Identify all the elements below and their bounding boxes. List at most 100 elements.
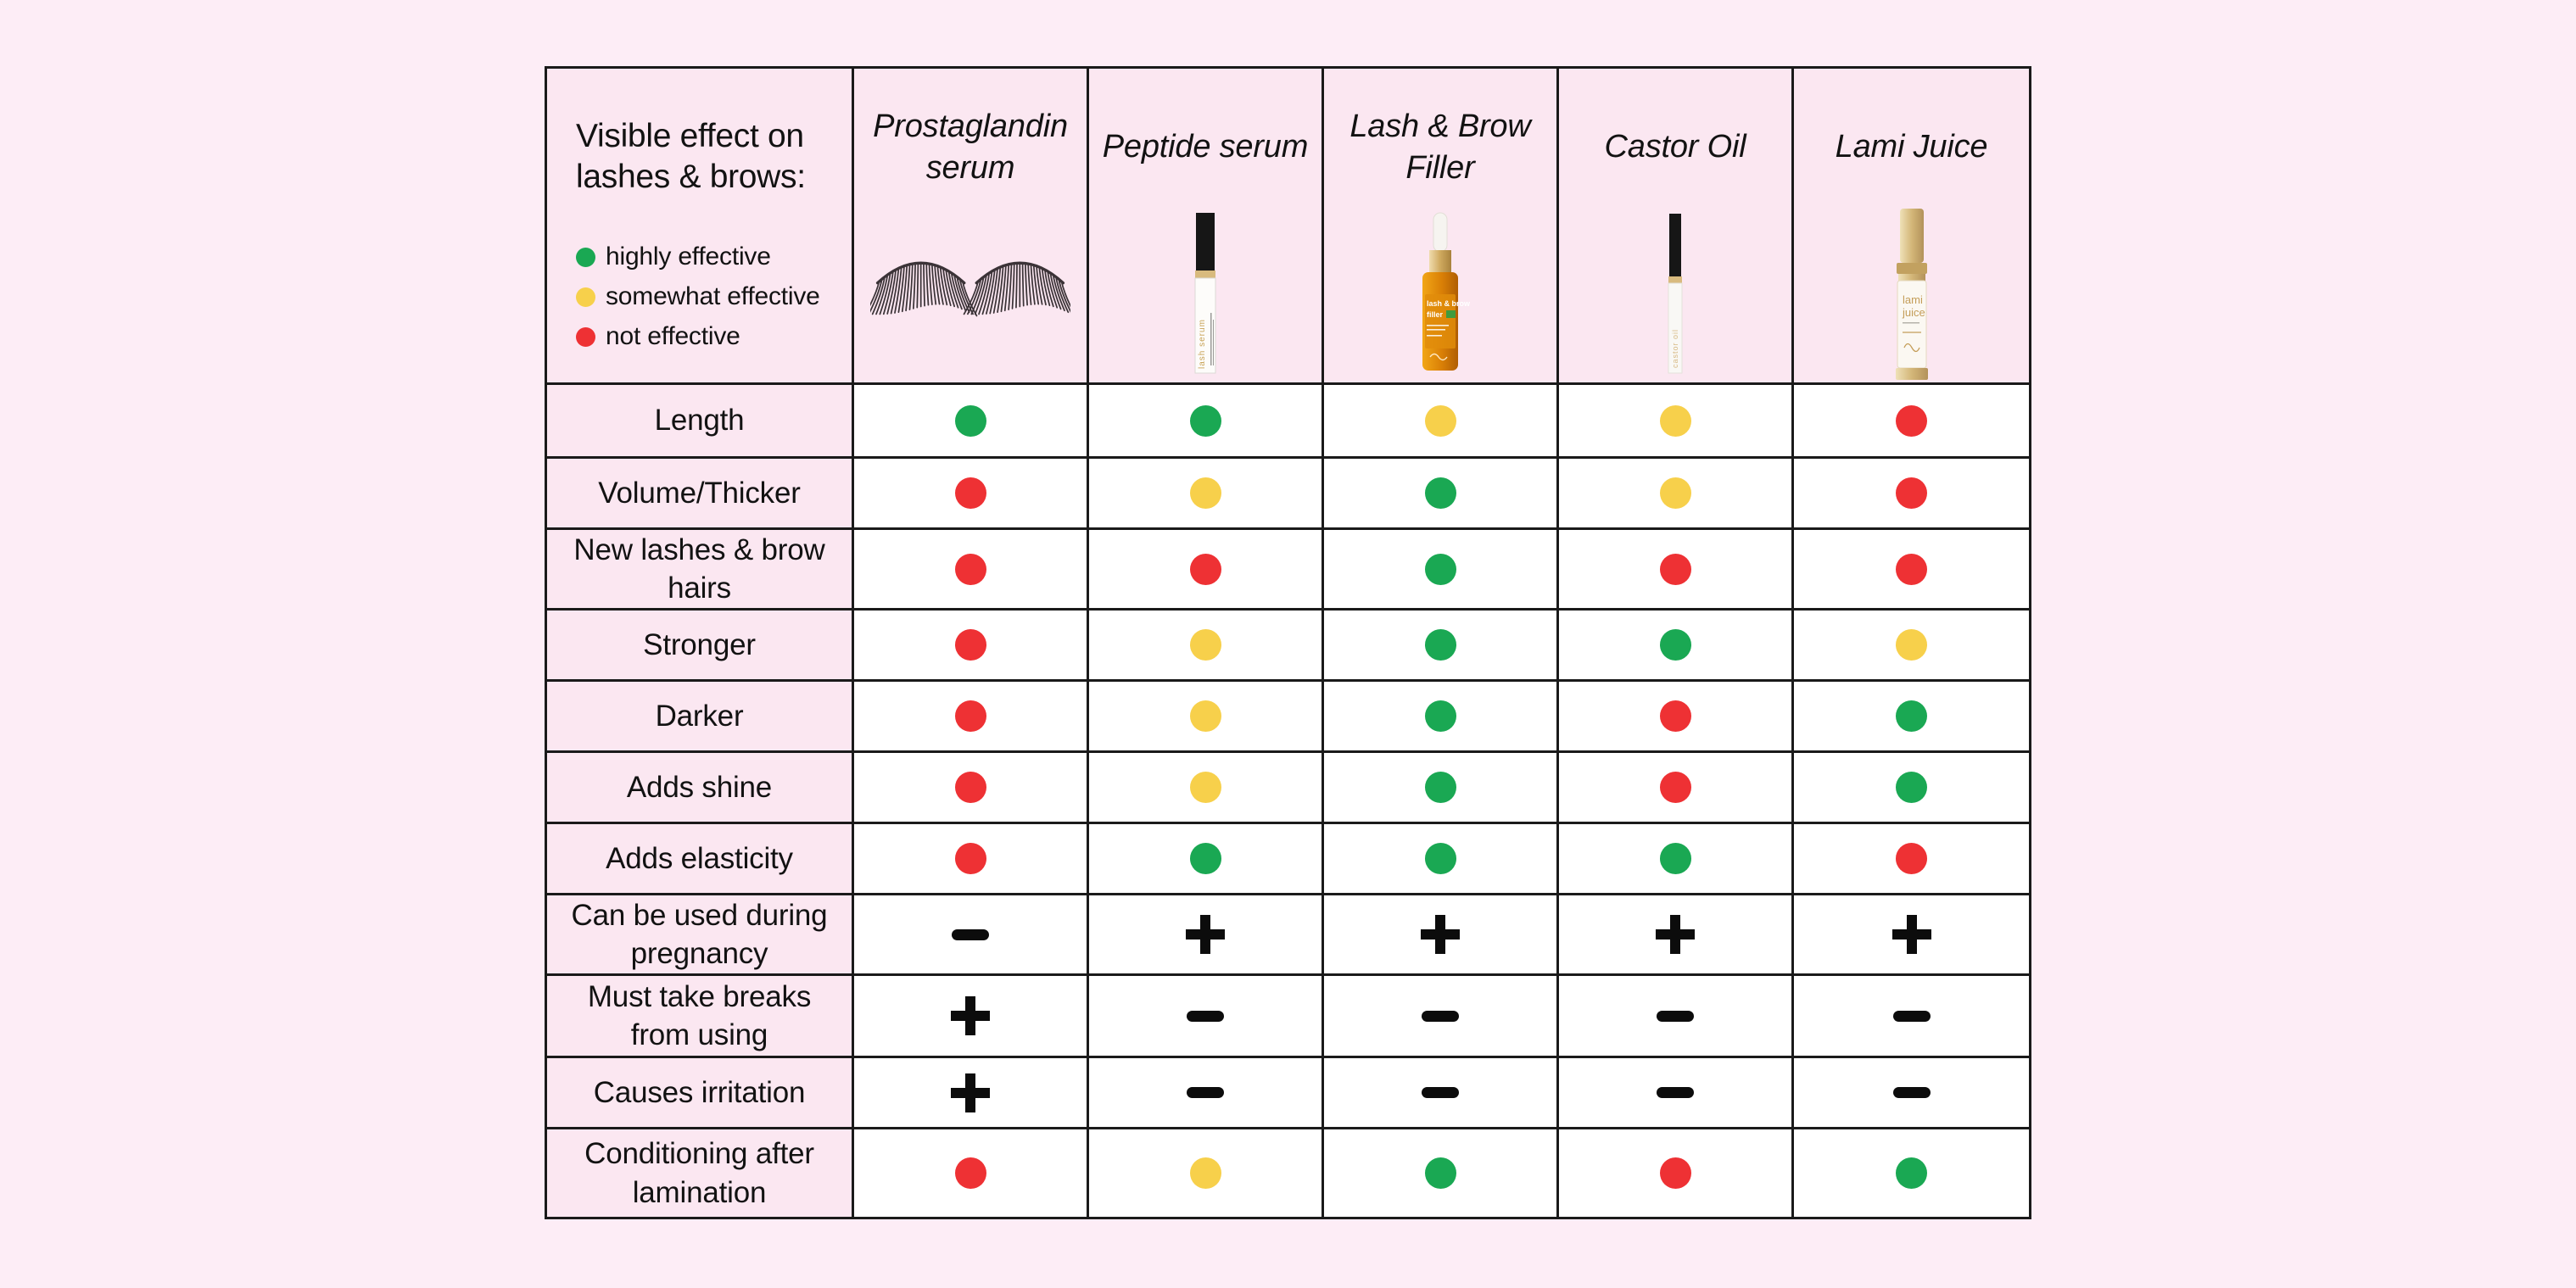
red-dot-icon xyxy=(954,1157,986,1189)
gold-pump-image: lami juice xyxy=(1794,206,2029,382)
value-cell xyxy=(1559,611,1794,682)
yellow-dot-icon xyxy=(1189,629,1221,661)
red-dot-icon xyxy=(576,326,595,347)
value-cell xyxy=(854,895,1089,976)
value-cell xyxy=(1794,1129,2029,1217)
yellow-dot-icon xyxy=(1896,629,1927,661)
value-cell xyxy=(854,1129,1089,1217)
red-dot-icon xyxy=(954,843,986,874)
value-cell xyxy=(854,682,1089,753)
row-label-text: Must take breaks from using xyxy=(587,979,812,1052)
value-cell xyxy=(1089,824,1324,895)
red-dot-icon xyxy=(1896,843,1927,874)
row-label: Length xyxy=(547,385,854,459)
product-header-1: Prostaglandin serum xyxy=(854,69,1089,385)
value-cell xyxy=(1559,976,1794,1058)
value-cell xyxy=(1089,682,1324,753)
product-name: Lami Juice xyxy=(1835,129,1988,165)
legend-label: not effective xyxy=(606,322,740,351)
value-cell xyxy=(1794,824,2029,895)
value-cell xyxy=(1559,385,1794,459)
table-title: Visible effect on lashes & brows: xyxy=(576,118,806,195)
product-header-5: Lami Juice lami juice xyxy=(1794,69,2029,385)
row-label: Darker xyxy=(547,682,854,753)
value-cell xyxy=(1794,1058,2029,1129)
row-label: Can be used during pregnancy xyxy=(547,895,854,976)
minus-symbol xyxy=(1422,1010,1459,1022)
yellow-dot-icon xyxy=(1659,477,1691,509)
minus-symbol xyxy=(1892,1087,1931,1098)
row-label-text: Adds elasticity xyxy=(606,841,793,875)
value-cell xyxy=(1324,895,1559,976)
green-dot-icon xyxy=(1659,843,1691,874)
value-cell xyxy=(1794,385,2029,459)
value-cell xyxy=(1324,1058,1559,1129)
svg-text:lash serum: lash serum xyxy=(1198,319,1207,369)
value-cell xyxy=(1324,1129,1559,1217)
amber-dropper-image: lash & brow filler xyxy=(1324,206,1556,382)
row-label: Stronger xyxy=(547,611,854,682)
green-dot-icon xyxy=(1424,1157,1456,1189)
svg-text:castor oil: castor oil xyxy=(1671,329,1679,368)
red-dot-icon xyxy=(1896,404,1927,437)
value-cell xyxy=(854,824,1089,895)
value-cell xyxy=(1559,1129,1794,1217)
value-cell xyxy=(1559,1058,1794,1129)
value-cell xyxy=(1089,1058,1324,1129)
value-cell xyxy=(1324,682,1559,753)
green-dot-icon xyxy=(954,404,986,437)
value-cell xyxy=(1794,976,2029,1058)
plus-symbol xyxy=(1891,915,1931,954)
green-dot-icon xyxy=(1896,1157,1927,1189)
green-dot-icon xyxy=(576,247,595,267)
value-cell xyxy=(1794,753,2029,824)
red-dot-icon xyxy=(1896,477,1927,509)
red-dot-icon xyxy=(954,772,986,803)
red-dot-icon xyxy=(954,553,986,585)
value-cell xyxy=(854,611,1089,682)
plus-symbol xyxy=(951,1073,990,1112)
green-dot-icon xyxy=(1189,404,1221,437)
svg-text:juice: juice xyxy=(1902,306,1925,319)
green-dot-icon xyxy=(1189,843,1221,874)
minus-symbol xyxy=(1657,1010,1694,1022)
product-header-2: Peptide serum lash serum xyxy=(1089,69,1324,385)
yellow-dot-icon xyxy=(1659,404,1691,437)
green-dot-icon xyxy=(1424,629,1456,661)
green-dot-icon xyxy=(1896,772,1927,803)
product-header-4: Castor Oil castor oil xyxy=(1559,69,1794,385)
row-label: Adds shine xyxy=(547,753,854,824)
svg-text:lash & brow: lash & brow xyxy=(1427,299,1471,308)
product-name: Peptide serum xyxy=(1102,129,1309,165)
product-header-3: Lash & Brow Filler lash & brow filler xyxy=(1324,69,1559,385)
row-label: Volume/Thicker xyxy=(547,459,854,530)
row-label: Conditioning after lamination xyxy=(547,1129,854,1217)
green-dot-icon xyxy=(1424,843,1456,874)
white-tube-image: lash serum xyxy=(1089,206,1322,382)
value-cell xyxy=(1089,1129,1324,1217)
yellow-dot-icon xyxy=(1189,700,1221,732)
row-label-text: Adds shine xyxy=(626,770,773,804)
legend-label: highly effective xyxy=(606,243,771,271)
svg-text:filler: filler xyxy=(1427,310,1444,319)
value-cell xyxy=(1324,611,1559,682)
red-dot-icon xyxy=(1659,553,1691,585)
value-cell xyxy=(1794,682,2029,753)
yellow-dot-icon xyxy=(1189,1157,1221,1189)
value-cell xyxy=(1324,824,1559,895)
value-cell xyxy=(1089,611,1324,682)
value-cell xyxy=(1559,459,1794,530)
value-cell xyxy=(1089,385,1324,459)
value-cell xyxy=(1559,753,1794,824)
plus-symbol xyxy=(1421,915,1460,954)
row-label: New lashes & brow hairs xyxy=(547,530,854,611)
plus-symbol xyxy=(1656,915,1695,954)
green-dot-icon xyxy=(1896,700,1927,732)
row-label: Causes irritation xyxy=(547,1058,854,1129)
red-dot-icon xyxy=(1659,700,1691,732)
row-label-text: Can be used during pregnancy xyxy=(571,898,828,971)
false-lashes-image xyxy=(854,206,1087,382)
comparison-grid: Visible effect on lashes & brows: highly … xyxy=(547,69,2029,1217)
legend-label: somewhat effective xyxy=(606,282,820,311)
value-cell xyxy=(1089,459,1324,530)
